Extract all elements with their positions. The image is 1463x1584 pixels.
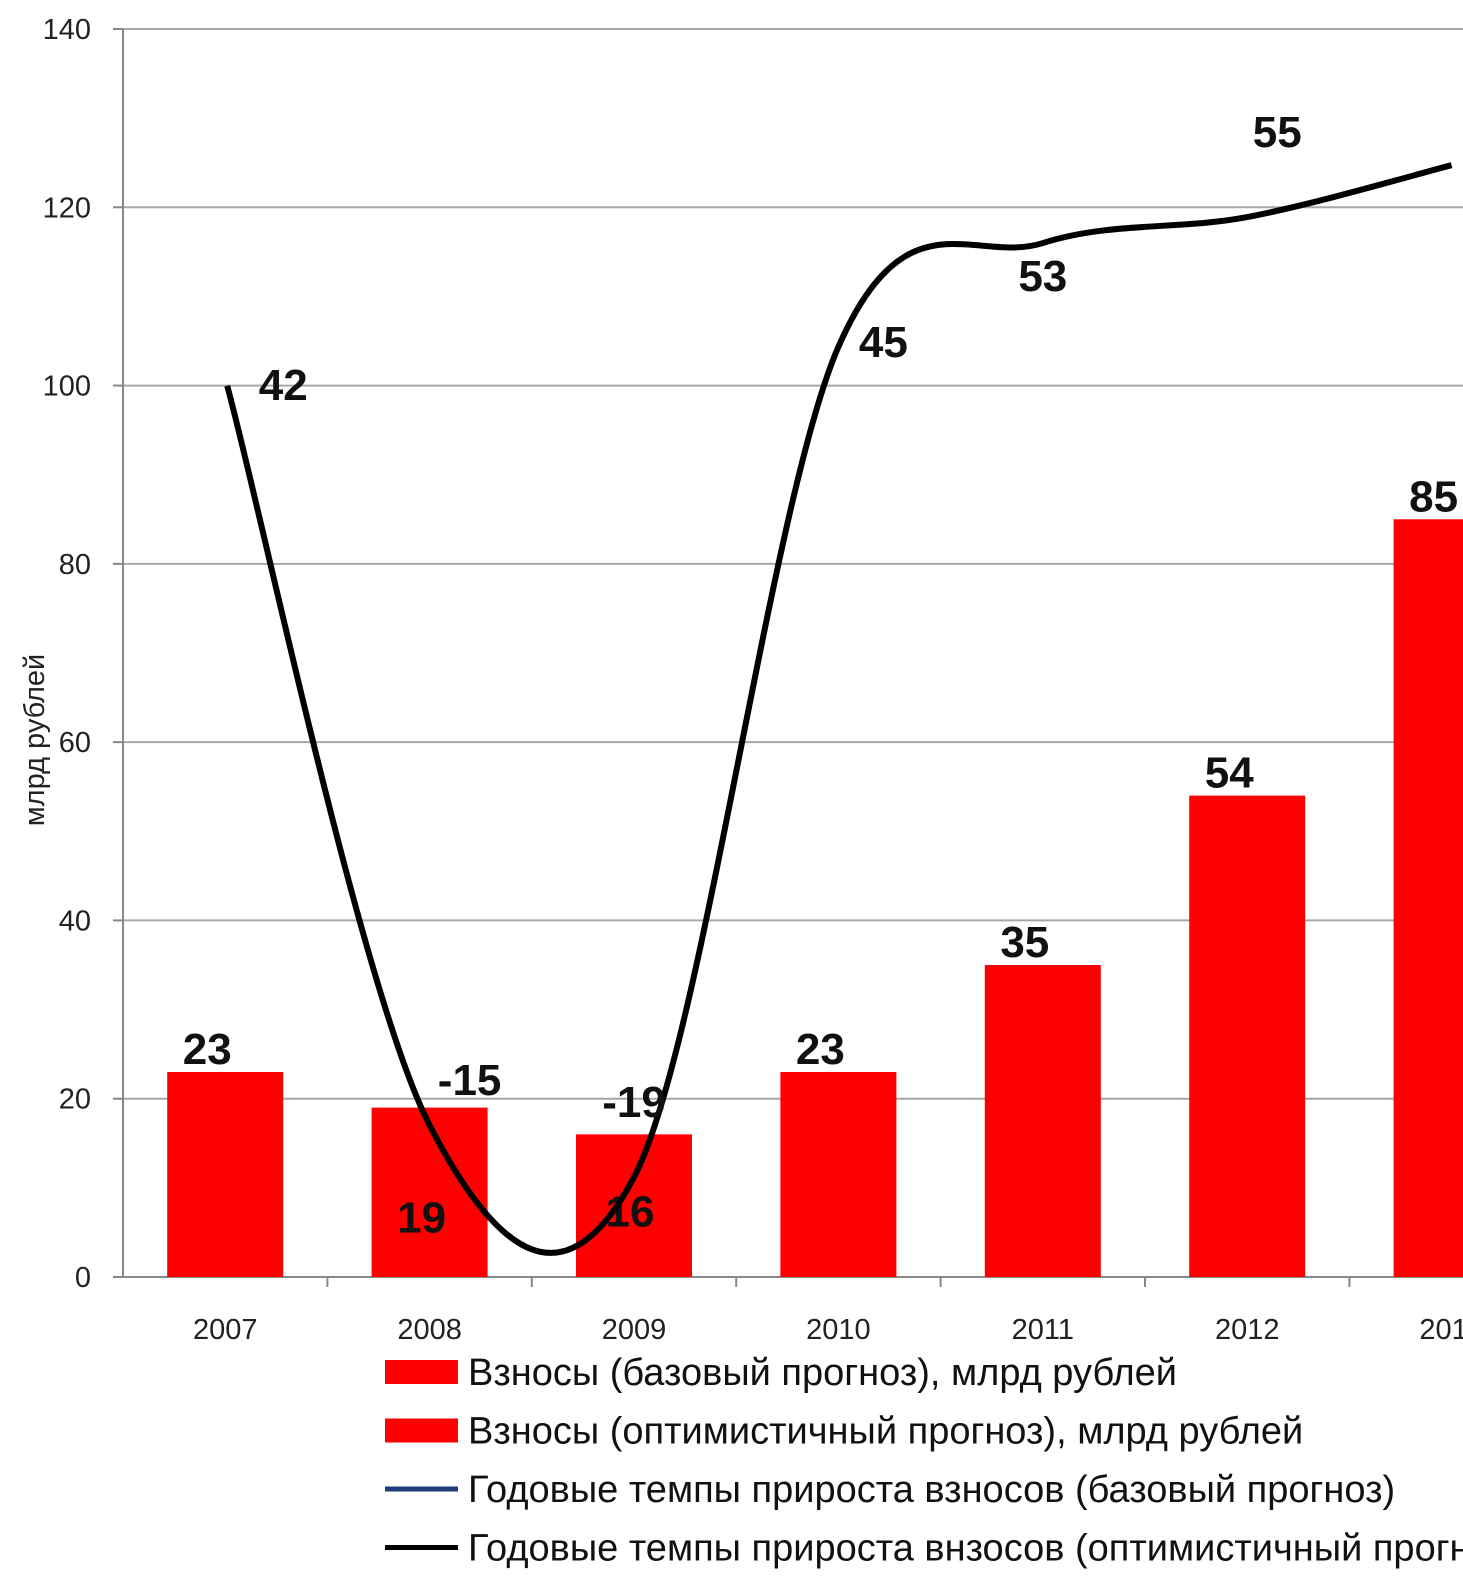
- bar: [1393, 519, 1463, 1277]
- y-tick-label: 40: [59, 905, 91, 937]
- bar: [167, 1071, 284, 1277]
- line-value-label: -15: [438, 1056, 502, 1105]
- y-tick-label: 80: [59, 549, 91, 581]
- y-tick-label: 60: [59, 727, 91, 759]
- x-tick-label: 2013: [1419, 1314, 1463, 1346]
- y-tick-label: 0: [75, 1262, 91, 1294]
- y-tick-label: 20: [59, 1084, 91, 1116]
- y-tick-label: 120: [43, 192, 91, 224]
- x-tick-label: 2008: [397, 1314, 462, 1346]
- x-tick-label: 2010: [806, 1314, 871, 1346]
- bar-value-label: 23: [796, 1025, 845, 1074]
- bar: [1189, 795, 1306, 1277]
- line-value-label: 55: [1253, 108, 1302, 157]
- bar-value-label: 85: [1409, 472, 1458, 521]
- line-value-label: -19: [602, 1078, 666, 1127]
- bar: [780, 1071, 897, 1277]
- bar-value-label: 54: [1205, 749, 1254, 798]
- y-tick-label: 140: [43, 14, 91, 46]
- bar-value-label: 19: [397, 1194, 446, 1243]
- bar: [576, 1134, 692, 1277]
- y-axis-title: млрд рублей: [19, 654, 51, 827]
- y-tick-label: 100: [43, 371, 91, 403]
- x-tick-label: 2011: [1012, 1314, 1074, 1346]
- line-value-label: 53: [1018, 252, 1067, 301]
- legend-label: Годовые темпы прироста внзосов (оптимист…: [468, 1528, 1463, 1570]
- legend-label: Взносы (базовый прогноз), млрд рублей: [468, 1352, 1177, 1394]
- bar-value-label: 23: [183, 1025, 232, 1074]
- legend-swatch: [385, 1360, 458, 1384]
- bar: [984, 965, 1101, 1277]
- x-tick-label: 2007: [193, 1314, 258, 1346]
- x-tick-label: 2009: [602, 1314, 667, 1346]
- line-value-label: 45: [859, 318, 908, 367]
- bar-value-label: 35: [1000, 918, 1049, 967]
- legend-swatch: [385, 1418, 458, 1443]
- line-value-label: 42: [259, 361, 308, 410]
- line: [224, 162, 1453, 1256]
- legend-label: Годовые темпы прироста взносов (базовый …: [468, 1469, 1395, 1511]
- legend-label: Взносы (оптимистичный прогноз), млрд руб…: [468, 1411, 1303, 1453]
- x-tick-label: 2012: [1215, 1314, 1280, 1346]
